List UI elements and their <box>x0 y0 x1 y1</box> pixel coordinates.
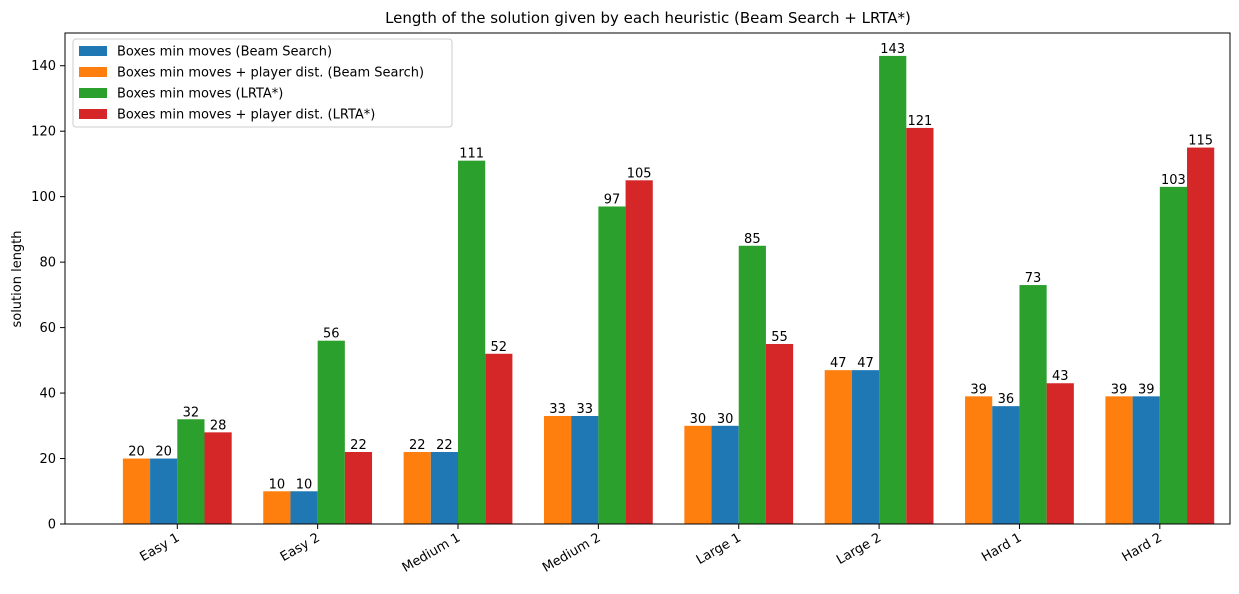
bar-value-label: 105 <box>627 166 652 181</box>
legend: Boxes min moves (Beam Search) Boxes min m… <box>72 38 453 128</box>
bar-value-label: 97 <box>604 192 621 207</box>
bar-value-label: 47 <box>830 356 847 371</box>
bar-value-label: 20 <box>155 445 172 460</box>
y-axis: 0 20 40 60 80 100 120 140 <box>31 59 65 533</box>
y-tick-label: 0 <box>48 518 56 533</box>
legend-swatch <box>79 46 107 56</box>
bar <box>711 425 739 524</box>
y-tick-label: 40 <box>39 387 56 402</box>
bar-value-label: 121 <box>907 114 932 129</box>
x-axis: Easy 1 Easy 2 Medium 1 Medium 2 Large 1 Large… <box>137 524 1165 576</box>
bar <box>598 206 626 524</box>
bar <box>1132 396 1160 524</box>
x-tick-label: Large 1 <box>694 530 744 567</box>
legend-swatch <box>79 88 107 98</box>
bar <box>430 451 459 524</box>
bar-value-label: 22 <box>436 438 453 453</box>
bar <box>765 343 794 524</box>
bar <box>543 415 572 524</box>
bar-value-label: 22 <box>409 438 426 453</box>
bar <box>906 127 934 524</box>
bar <box>879 55 907 525</box>
bar-value-label: 85 <box>744 232 761 247</box>
bar <box>571 415 599 524</box>
legend-box <box>72 38 453 128</box>
bar-value-label: 39 <box>1111 382 1128 397</box>
bar <box>965 396 993 524</box>
bar <box>485 353 513 524</box>
bar-value-label: 33 <box>549 402 566 417</box>
bar-value-label: 143 <box>880 42 905 57</box>
x-tick-label: Hard 1 <box>979 530 1024 565</box>
bar-value-label: 55 <box>771 330 788 345</box>
y-axis-label: solution length <box>10 230 25 327</box>
bar <box>403 451 431 524</box>
legend-label: Boxes min moves + player dist. (Beam Sea… <box>117 66 424 81</box>
y-tick-label: 20 <box>39 452 56 467</box>
bar <box>150 458 178 524</box>
bar <box>625 180 653 525</box>
x-tick-label: Medium 2 <box>540 530 603 575</box>
bar-value-label: 30 <box>717 412 734 427</box>
bar <box>1105 396 1133 524</box>
bar <box>317 340 345 524</box>
legend-swatch <box>79 67 107 77</box>
bar-value-label: 103 <box>1161 173 1186 188</box>
bar-value-label: 115 <box>1188 134 1213 149</box>
bar <box>992 406 1020 524</box>
y-tick-label: 60 <box>39 321 56 336</box>
bar-labels-group: 20 20 32 28 10 10 56 22 22 22 111 52 33 33 97 105 30 30 85… <box>128 42 1213 492</box>
bar-value-label: 20 <box>128 445 145 460</box>
bar-value-label: 111 <box>459 147 484 162</box>
legend-label: Boxes min moves + player dist. (LRTA*) <box>117 108 375 123</box>
bar-value-label: 33 <box>577 402 594 417</box>
bar-value-label: 73 <box>1025 271 1042 286</box>
plot-frame <box>64 32 1231 525</box>
bar-value-label: 22 <box>350 438 367 453</box>
bar <box>177 419 205 524</box>
bar-value-label: 28 <box>210 418 227 433</box>
bar <box>263 491 291 524</box>
bar-value-label: 32 <box>183 405 200 420</box>
bar-value-label: 43 <box>1052 369 1069 384</box>
legend-label: Boxes min moves (LRTA*) <box>117 87 283 102</box>
x-tick-label: Large 2 <box>834 530 884 567</box>
bar <box>684 425 712 524</box>
bar <box>122 458 151 524</box>
x-tick-label: Easy 2 <box>278 530 323 565</box>
bar-value-label: 10 <box>296 477 313 492</box>
y-tick-label: 80 <box>39 256 56 271</box>
legend-swatch <box>79 109 107 119</box>
x-tick-label: Medium 1 <box>400 530 463 575</box>
bar <box>344 451 373 524</box>
bar <box>1159 186 1188 524</box>
y-tick-label: 120 <box>31 125 56 140</box>
bar <box>1187 147 1215 525</box>
y-tick-label: 140 <box>31 59 56 74</box>
bar <box>204 432 232 524</box>
bars-group <box>122 55 1215 525</box>
bar <box>851 370 880 524</box>
bar <box>1019 285 1047 524</box>
bar <box>738 245 766 524</box>
x-tick-label: Easy 1 <box>137 530 182 565</box>
y-tick-label: 100 <box>31 190 56 205</box>
bar-value-label: 47 <box>857 356 874 371</box>
bar-value-label: 52 <box>491 340 508 355</box>
chart-title: Length of the solution given by each heu… <box>385 9 911 27</box>
bar <box>458 160 486 524</box>
bar-value-label: 39 <box>1138 382 1155 397</box>
bar <box>824 370 852 524</box>
bar-value-label: 56 <box>323 327 340 342</box>
bar-value-label: 39 <box>970 382 987 397</box>
legend-label: Boxes min moves (Beam Search) <box>117 45 332 60</box>
bar-value-label: 36 <box>998 392 1015 407</box>
x-tick-label: Hard 2 <box>1120 530 1165 565</box>
bar <box>290 491 318 524</box>
bar-value-label: 10 <box>269 477 286 492</box>
bar <box>1046 383 1074 524</box>
bar-value-label: 30 <box>690 412 707 427</box>
